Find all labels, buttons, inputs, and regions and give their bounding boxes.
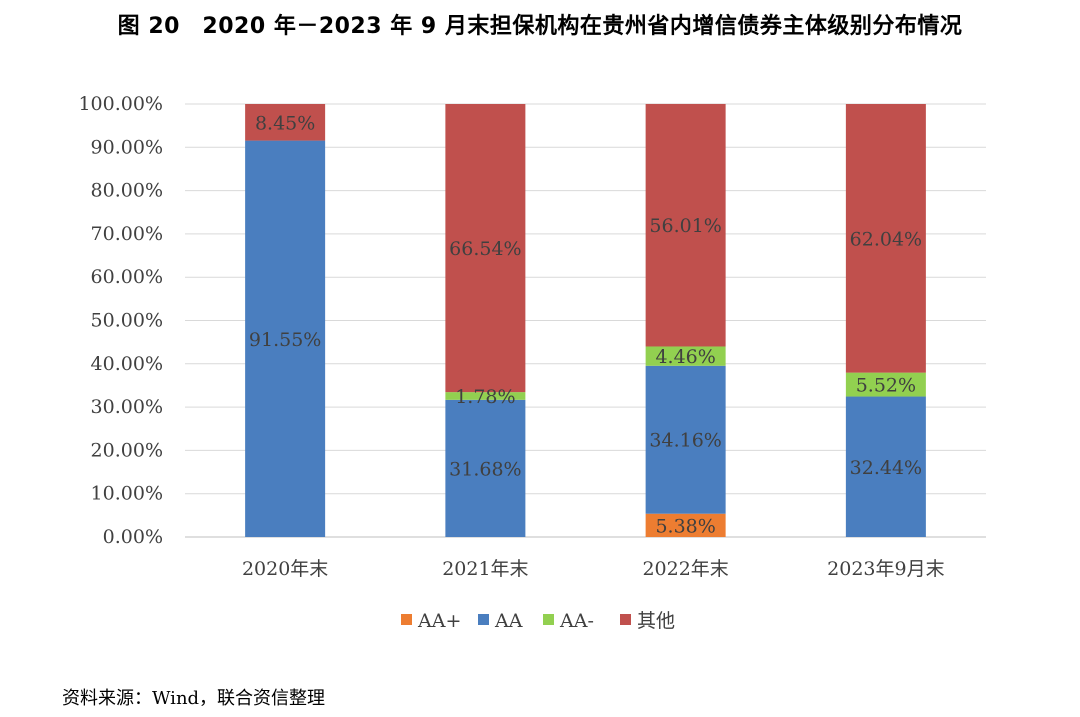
data-label: 4.46% bbox=[655, 346, 715, 368]
bar-segment-AA- bbox=[645, 346, 726, 366]
legend-label: AA+ bbox=[417, 610, 461, 632]
bar-segment-其他 bbox=[445, 104, 526, 393]
y-tick-label: 30.00% bbox=[91, 396, 163, 418]
x-axis-ticks: 2020年末 2021年末 2022年末 2023年9月末 bbox=[242, 558, 945, 580]
legend-label: AA- bbox=[559, 610, 594, 632]
y-tick-label: 20.00% bbox=[91, 439, 163, 461]
data-label: 5.38% bbox=[655, 515, 715, 537]
y-axis-ticks: 0.00% 10.00% 20.00% 30.00% 40.00% 50.00% 60.00… bbox=[78, 93, 163, 548]
bar-segment-其他 bbox=[245, 104, 326, 141]
y-tick-label: 0.00% bbox=[103, 526, 163, 548]
y-tick-label: 60.00% bbox=[91, 266, 163, 288]
legend-label: AA bbox=[494, 610, 523, 632]
y-tick-label: 10.00% bbox=[91, 483, 163, 505]
data-label: 56.01% bbox=[649, 215, 721, 237]
bar-segment-AA+ bbox=[645, 513, 726, 537]
x-tick-label: 2021年末 bbox=[442, 558, 528, 580]
y-tick-label: 90.00% bbox=[91, 136, 163, 158]
legend-label: 其他 bbox=[637, 610, 675, 632]
legend-swatch bbox=[478, 614, 489, 625]
data-label: 8.45% bbox=[255, 112, 315, 134]
data-labels: 91.55% 8.45% 31.68% 1.78% 66.54% 5.38% 34.16% 4… bbox=[249, 112, 922, 537]
legend: AA+ AA AA- 其他 bbox=[401, 610, 675, 632]
bar-segment-其他 bbox=[645, 103, 726, 347]
y-tick-label: 80.00% bbox=[91, 180, 163, 202]
data-label: 91.55% bbox=[249, 329, 321, 351]
bar-segment-AA bbox=[845, 396, 926, 537]
x-tick-label: 2020年末 bbox=[242, 558, 328, 580]
bar-segment-AA- bbox=[845, 372, 926, 397]
figure-title: 图 20 2020 年－2023 年 9 月末担保机构在贵州省内增信债券主体级别… bbox=[117, 14, 963, 39]
data-label: 34.16% bbox=[649, 430, 721, 452]
data-label: 66.54% bbox=[449, 238, 521, 260]
data-label: 5.52% bbox=[856, 375, 916, 397]
y-tick-label: 70.00% bbox=[91, 223, 163, 245]
x-tick-label: 2022年末 bbox=[642, 558, 728, 580]
legend-swatch bbox=[401, 614, 412, 625]
y-tick-label: 100.00% bbox=[78, 93, 163, 115]
legend-swatch bbox=[620, 614, 631, 625]
data-label: 31.68% bbox=[449, 458, 521, 480]
data-label: 32.44% bbox=[850, 457, 922, 479]
source-note: 资料来源：Wind，联合资信整理 bbox=[62, 688, 326, 709]
bar-segment-AA- bbox=[445, 392, 526, 400]
bars bbox=[245, 103, 926, 537]
legend-swatch bbox=[543, 614, 554, 625]
bar-segment-AA bbox=[445, 399, 526, 537]
bar-segment-其他 bbox=[845, 104, 926, 373]
y-tick-label: 40.00% bbox=[91, 353, 163, 375]
bar-segment-AA bbox=[645, 365, 726, 514]
y-tick-label: 50.00% bbox=[91, 310, 163, 332]
x-tick-label: 2023年9月末 bbox=[827, 558, 944, 580]
data-label: 62.04% bbox=[850, 228, 922, 250]
bar-segment-AA bbox=[245, 140, 326, 537]
data-label: 1.78% bbox=[455, 386, 515, 408]
